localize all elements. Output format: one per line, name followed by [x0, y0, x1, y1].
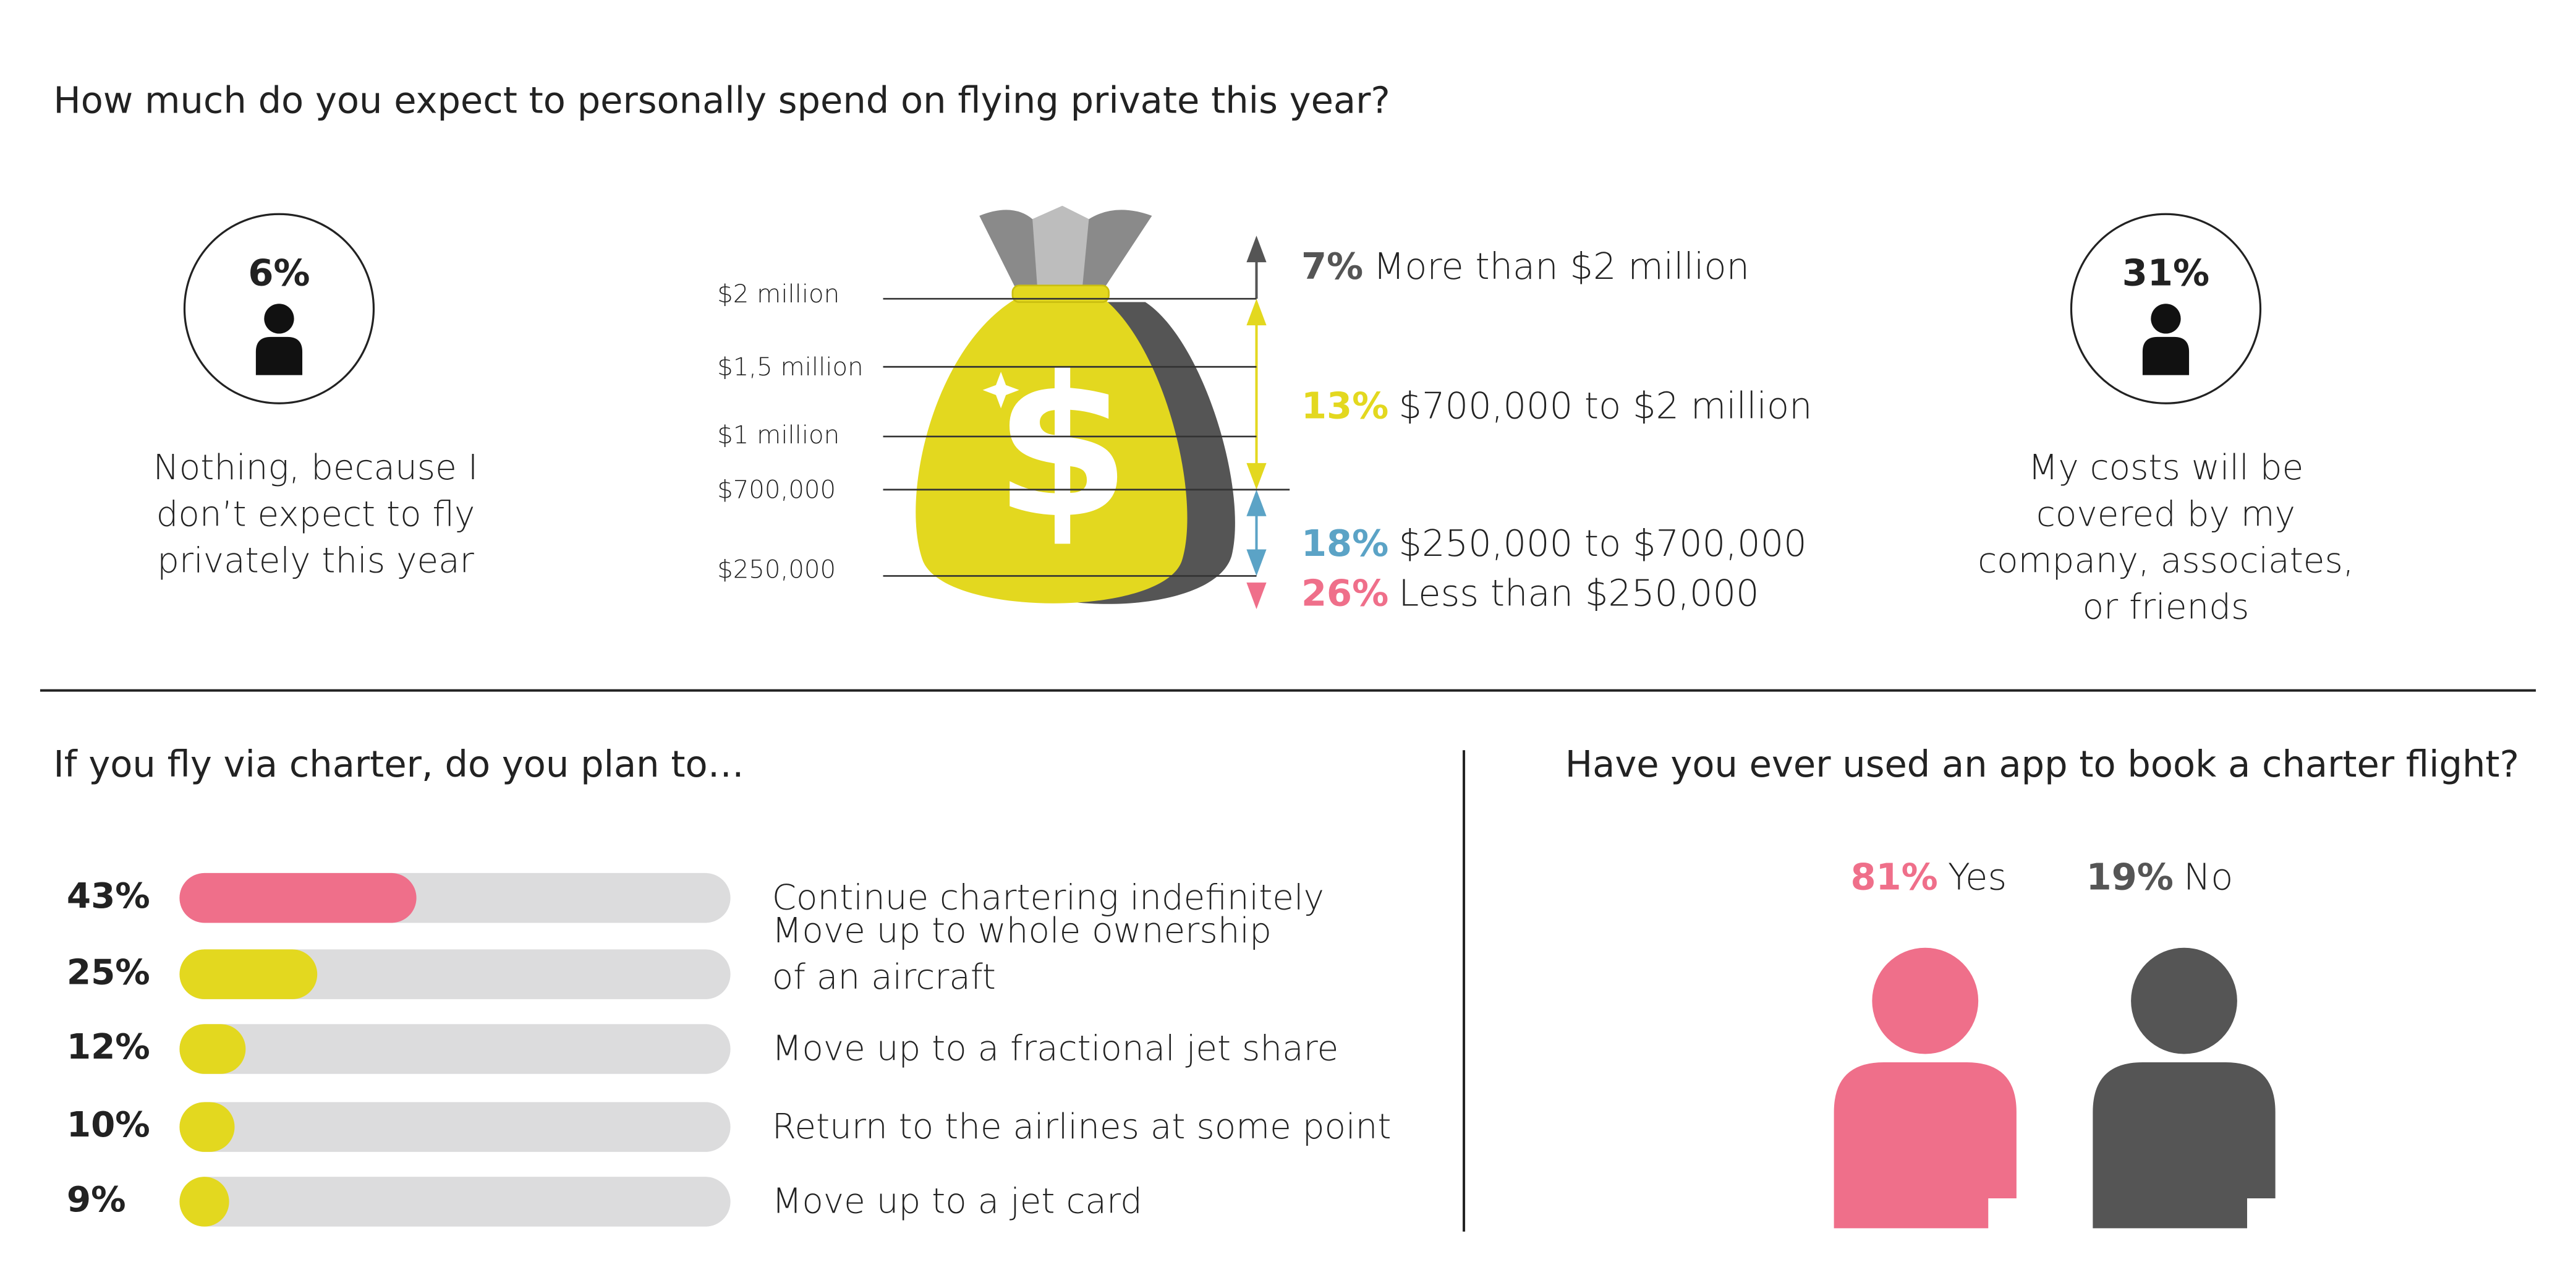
range-label: 26% Less than $250,000: [1301, 572, 1759, 615]
stat-circle: [2070, 213, 2262, 404]
person-icon: [255, 304, 2190, 375]
bar-label: Move up to a jet card: [772, 1182, 1142, 1222]
stat-value: 31%: [2122, 252, 2209, 294]
answer-label: 19% No: [2086, 856, 2234, 898]
bar: [179, 1177, 229, 1227]
stat-label: privately this year: [157, 540, 475, 581]
bar-label: Move up to whole ownership: [772, 911, 1272, 951]
range-value: 26%: [1301, 572, 1388, 615]
stat-label: don’t expect to fly: [156, 494, 475, 534]
bar-value-label: 43%: [67, 876, 150, 916]
stat-label: My costs will be: [2028, 448, 2304, 488]
section-title: If you fly via charter, do you plan to…: [53, 743, 744, 785]
bar-label: Continue chartering indefinitely: [772, 877, 1324, 918]
money-bag: $: [916, 205, 1235, 604]
stat-label: company, associates,: [1978, 540, 2354, 581]
stat-value: 6%: [248, 252, 310, 294]
bar-label: Move up to a fractional jet share: [772, 1029, 1339, 1069]
answer-label: 81% Yes: [1850, 856, 2007, 898]
svg-text:$: $: [994, 333, 1130, 561]
scale-label: $1,5 million: [717, 353, 864, 382]
person-head: [2131, 947, 2237, 1054]
stat-label: or friends: [2083, 587, 2250, 628]
bar: [179, 1024, 246, 1074]
range-value: 7%: [1301, 245, 1363, 288]
section-title: How much do you expect to personally spe…: [53, 79, 1390, 122]
scale-label: $1 million: [717, 421, 840, 450]
range-value: 18%: [1301, 522, 1388, 565]
answer-text: Yes: [1948, 856, 2007, 898]
range-arrows: [1246, 236, 1267, 610]
person-body: [1834, 1062, 2017, 1229]
bar: [179, 1102, 235, 1152]
bar-track: [179, 1024, 731, 1074]
bar-value-label: 10%: [67, 1105, 150, 1145]
answer-value: 81%: [1850, 856, 1937, 898]
range-value: 13%: [1301, 384, 1388, 427]
range-label: 13% $700,000 to $2 million: [1301, 384, 1813, 427]
bar-track: [179, 949, 731, 999]
bar-value-label: 9%: [67, 1180, 126, 1220]
section-title: Have you ever used an app to book a char…: [1565, 743, 2519, 785]
bar-value-label: 25%: [67, 952, 150, 992]
person-icon: [2093, 947, 2276, 1229]
bar: [179, 949, 318, 999]
range-text: Less than $250,000: [1398, 572, 1759, 615]
range-text: $700,000 to $2 million: [1398, 384, 1812, 427]
bar-track: [179, 1177, 731, 1227]
bar: [179, 872, 417, 923]
stat-label: Nothing, because I: [153, 448, 478, 488]
person-body: [2093, 1062, 2276, 1229]
answer-value: 19%: [2086, 856, 2174, 898]
scale-label: $2 million: [717, 280, 840, 309]
stat-label: covered by my: [2036, 494, 2295, 534]
bar-label: of an aircraft: [772, 957, 996, 997]
range-text: $250,000 to $700,000: [1398, 522, 1806, 565]
person-head: [1872, 947, 1979, 1054]
range-text: More than $2 million: [1373, 245, 1749, 288]
range-label: 18% $250,000 to $700,000: [1301, 522, 1807, 565]
range-label: 7% More than $2 million: [1301, 245, 1749, 288]
bar-track: [179, 1102, 731, 1152]
bar-value-label: 12%: [67, 1027, 150, 1067]
person-icon: [1834, 947, 2017, 1229]
bar-label: Return to the airlines at some point: [772, 1107, 1392, 1147]
scale-label: $250,000: [717, 555, 836, 584]
stat-circle: [183, 213, 375, 404]
answer-text: No: [2183, 856, 2233, 898]
scale-label: $700,000: [717, 476, 836, 505]
